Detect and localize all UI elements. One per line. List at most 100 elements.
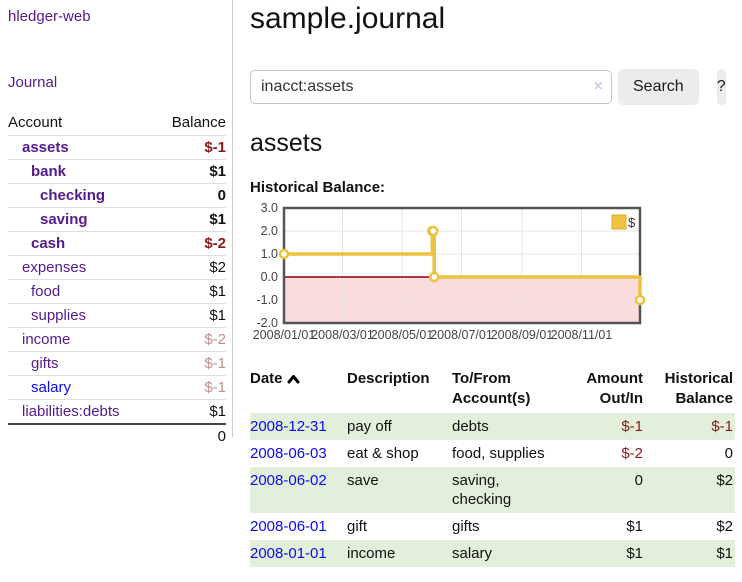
y-tick-label: 0.0 [261, 270, 278, 284]
register-balance: $2 [645, 467, 735, 513]
main-content: sample.journal × Search ? assets Histori… [233, 0, 735, 567]
account-balance: $1 [209, 307, 226, 324]
register-description: save [347, 467, 452, 513]
account-row: expenses $2 [8, 255, 226, 280]
register-accounts: gifts [452, 518, 480, 535]
register-row: 2008-06-02 save saving, checking 0 $2 [250, 467, 735, 513]
help-button[interactable]: ? [716, 69, 726, 105]
legend-swatch [611, 214, 627, 230]
sidebar: hledger-web Journal Account Balance asse… [0, 0, 233, 445]
account-heading: assets [250, 129, 323, 157]
register-balance: $-1 [645, 413, 735, 440]
page-title: sample.journal [250, 2, 446, 35]
x-tick-label: 2008/11/01 [551, 328, 613, 342]
account-link-supplies[interactable]: supplies [31, 307, 87, 324]
account-balance: $1 [209, 211, 226, 228]
brand-link[interactable]: hledger-web [8, 8, 91, 25]
y-tick-label: -1.0 [256, 293, 278, 307]
account-link-assets[interactable]: assets [22, 139, 69, 156]
x-tick-label: 2008/05/01 [371, 328, 434, 342]
register-amount: $1 [564, 540, 645, 567]
account-row: saving $1 [8, 207, 226, 232]
register-col-amount: Amount Out/In [586, 370, 643, 407]
chart-title: Historical Balance: [250, 179, 386, 196]
account-row: gifts $-1 [8, 351, 226, 376]
account-link-bank[interactable]: bank [31, 163, 67, 180]
transaction-date-link[interactable]: 2008-06-01 [250, 518, 327, 535]
accounts-total-row: 0 [8, 424, 226, 448]
register-balance: $1 [645, 540, 735, 567]
transaction-date-link[interactable]: 2008-01-01 [250, 545, 327, 562]
account-link-gifts[interactable]: gifts [31, 355, 59, 372]
register-balance: $2 [716, 518, 733, 535]
account-row: checking 0 [8, 183, 226, 208]
balance-chart: $3.0 2.0 1.0 0.0 -1.0 -2.0 2008/01/01 2008/03/0… [250, 201, 719, 349]
chart-data-point[interactable] [428, 271, 440, 283]
register-description: pay off [347, 413, 452, 440]
register-col-balance: Historical Balance [664, 370, 733, 407]
account-row: bank $1 [8, 159, 226, 184]
register-description: gift [347, 518, 368, 535]
account-row: salary $-1 [8, 375, 226, 400]
page: hledger-web Journal Account Balance asse… [0, 0, 735, 567]
chart-data-point[interactable] [427, 225, 439, 237]
accounts-table-header: Account Balance [8, 111, 226, 136]
clear-search-icon[interactable]: × [593, 78, 603, 95]
y-tick-label: 1.0 [261, 247, 278, 261]
search-form: × Search ? [250, 69, 726, 105]
account-row: cash $-2 [8, 231, 226, 256]
register-row: 2008-01-01 income salary $1 $1 [250, 540, 735, 567]
transaction-date-link[interactable]: 2008-06-03 [250, 445, 327, 462]
register-row: 2008-06-03 eat & shop food, supplies $-2 0 [250, 440, 735, 467]
y-tick-label: -2.0 [256, 316, 278, 330]
accounts-table: Account Balance assets $-1 bank $1 checking 0… [8, 111, 226, 448]
account-balance: $-1 [204, 379, 226, 396]
accounts-col-balance: Balance [171, 114, 226, 131]
chart-data-point[interactable] [278, 248, 290, 260]
register-amount: $-2 [621, 445, 643, 462]
account-balance: $1 [209, 403, 226, 420]
account-link-cash[interactable]: cash [31, 235, 66, 252]
register-col-description: Description [347, 370, 430, 387]
transaction-date-link[interactable]: 2008-06-02 [250, 472, 327, 489]
search-input[interactable] [250, 70, 612, 104]
chart-border [282, 206, 642, 325]
accounts-col-account: Account [8, 114, 63, 131]
register-col-date[interactable]: Date [250, 367, 347, 413]
chart-data-point[interactable] [634, 294, 646, 306]
x-tick-label: 2008/07/01 [430, 328, 493, 342]
y-tick-label: 3.0 [261, 202, 278, 215]
account-link-income[interactable]: income [22, 331, 71, 348]
account-row: income $-2 [8, 327, 226, 352]
register-accounts: salary [452, 540, 564, 567]
account-row: supplies $1 [8, 303, 226, 328]
account-balance: $2 [209, 259, 226, 276]
account-balance: $1 [209, 283, 226, 300]
register-accounts: food, supplies [452, 445, 545, 462]
search-button[interactable]: Search [618, 69, 699, 105]
account-row: food $1 [8, 279, 226, 304]
transaction-date-link[interactable]: 2008-12-31 [250, 418, 327, 435]
accounts-total-balance: 0 [217, 428, 226, 445]
x-tick-label: 2008/09/01 [491, 328, 554, 342]
register-col-accounts: To/From Account(s) [452, 370, 531, 407]
x-tick-label: 2008/03/01 [311, 328, 374, 342]
register-table: Date Description To/From Account(s) Amou… [250, 367, 735, 567]
account-row: liabilities:debts $1 [8, 399, 226, 425]
account-row: assets $-1 [8, 135, 226, 160]
account-link-checking[interactable]: checking [40, 187, 106, 204]
sidebar-item-journal[interactable]: Journal [8, 74, 58, 91]
account-link-liabilities-debts[interactable]: liabilities:debts [22, 403, 120, 420]
register-accounts: debts [452, 413, 564, 440]
account-link-expenses[interactable]: expenses [22, 259, 87, 276]
y-tick-label: 2.0 [261, 224, 278, 238]
account-balance: $-1 [204, 355, 226, 372]
account-balance: $-1 [204, 139, 226, 156]
account-link-saving[interactable]: saving [40, 211, 88, 228]
register-amount: 0 [564, 467, 645, 513]
sort-asc-icon [287, 370, 300, 390]
account-link-food[interactable]: food [31, 283, 61, 300]
register-description: income [347, 540, 452, 567]
register-header-row: Date Description To/From Account(s) Amou… [250, 367, 735, 413]
account-link-salary[interactable]: salary [31, 379, 72, 396]
